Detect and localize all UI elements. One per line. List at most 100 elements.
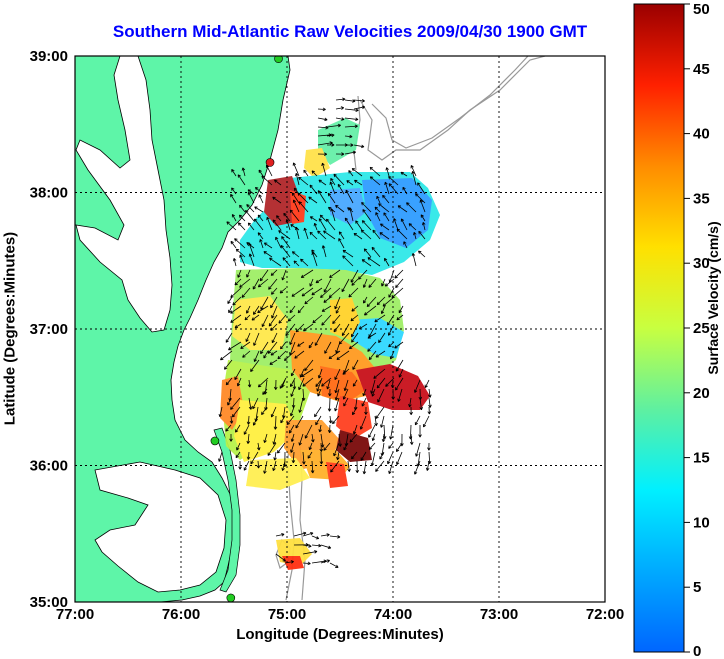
velocity-arrow xyxy=(375,212,381,222)
velocity-arrow xyxy=(248,253,255,267)
velocity-arrow xyxy=(410,165,417,177)
velocity-arrow xyxy=(326,143,335,147)
colorbar-tick-label: 30 xyxy=(693,255,710,272)
velocity-arrow xyxy=(409,433,414,445)
velocity-arrow xyxy=(280,245,291,258)
velocity-arrow xyxy=(319,442,324,452)
velocity-arrow xyxy=(247,379,252,388)
velocity-arrow xyxy=(342,249,354,258)
velocity-arrow xyxy=(361,259,372,267)
velocity-arrow xyxy=(321,162,327,177)
velocity-arrow xyxy=(285,323,296,337)
velocity-arrow xyxy=(259,239,264,249)
velocity-arrow xyxy=(317,230,327,240)
velocity-arrow xyxy=(355,460,360,474)
velocity-arrow xyxy=(225,332,233,343)
x-tick-label: 72:00 xyxy=(586,606,624,623)
velocity-arrow xyxy=(257,214,264,222)
velocity-arrow xyxy=(298,201,309,213)
velocity-arrow xyxy=(291,192,300,204)
velocity-arrow xyxy=(230,240,237,249)
velocity-arrow xyxy=(385,377,395,387)
velocity-arrow xyxy=(253,350,260,362)
velocity-arrow xyxy=(385,167,390,177)
velocity-arrow xyxy=(234,323,242,329)
velocity-arrow xyxy=(256,442,261,451)
velocity-arrow xyxy=(317,117,328,122)
velocity-arrow xyxy=(420,214,426,222)
grid-lines xyxy=(75,56,605,602)
velocity-arrow xyxy=(298,397,304,413)
velocity-arrow xyxy=(246,433,251,444)
velocity-arrow xyxy=(395,359,404,372)
station-marker xyxy=(265,158,275,167)
velocity-arrow xyxy=(260,341,269,355)
velocity-arrow xyxy=(240,341,251,349)
velocity-arrow xyxy=(276,215,282,222)
velocity-arrow xyxy=(231,406,241,418)
velocity-arrow xyxy=(369,166,381,177)
chart-title: Southern Mid-Atlantic Raw Velocities 200… xyxy=(112,22,588,41)
velocity-arrow xyxy=(277,350,287,360)
velocity-arrow xyxy=(302,544,312,548)
velocity-arrow xyxy=(381,433,386,443)
velocity-arrow xyxy=(332,415,340,425)
velocity-arrow xyxy=(225,377,233,386)
velocity-arrow xyxy=(350,314,359,322)
velocity-arrow xyxy=(303,323,314,332)
velocity-arrow xyxy=(245,305,251,314)
velocity-arrow xyxy=(361,201,372,213)
velocity-arrow xyxy=(218,451,223,462)
velocity-arrow xyxy=(353,232,363,240)
velocity-arrow xyxy=(354,179,363,186)
velocity-arrow xyxy=(297,341,305,347)
velocity-arrow xyxy=(225,424,232,432)
velocity-arrow xyxy=(318,179,327,186)
station-marker xyxy=(274,56,283,64)
velocity-arrow xyxy=(349,433,358,443)
velocity-arrow xyxy=(317,190,327,204)
velocity-arrow xyxy=(262,388,268,395)
velocity-arrow xyxy=(272,196,282,204)
velocity-arrow xyxy=(415,442,421,457)
velocity-arrow xyxy=(230,305,242,314)
velocity-arrow xyxy=(277,442,286,454)
velocity-arrow xyxy=(352,424,358,435)
velocity-arrow xyxy=(229,433,233,442)
velocity-arrow xyxy=(309,216,318,222)
velocity-arrow xyxy=(424,379,430,389)
velocity-arrow xyxy=(342,255,354,267)
velocity-arrow xyxy=(333,323,341,333)
velocity-arrow xyxy=(367,257,381,267)
velocity-arrow xyxy=(418,230,426,240)
velocity-vectors xyxy=(218,97,432,568)
velocity-arrow xyxy=(344,134,353,139)
velocity-arrow xyxy=(304,424,313,439)
velocity-arrow xyxy=(310,460,315,474)
velocity-arrow xyxy=(284,350,296,362)
velocity-arrow xyxy=(397,388,403,402)
velocity-arrow xyxy=(394,341,404,349)
velocity-arrow xyxy=(287,314,296,322)
velocity-arrow xyxy=(290,442,295,453)
velocity-arrow xyxy=(325,218,336,231)
velocity-arrow xyxy=(368,424,376,438)
velocity-arrow xyxy=(257,305,269,314)
velocity-arrow xyxy=(334,296,341,310)
velocity-arrow xyxy=(312,314,323,324)
velocity-arrow xyxy=(396,228,408,240)
velocity-arrow xyxy=(235,424,241,433)
velocity-arrow xyxy=(247,189,255,195)
velocity-arrow xyxy=(311,543,322,548)
velocity-arrow xyxy=(272,219,282,231)
velocity-arrow xyxy=(252,397,259,410)
velocity-arrow xyxy=(363,248,372,258)
velocity-arrow xyxy=(395,442,403,452)
velocity-arrow xyxy=(243,424,250,435)
velocity-arrow xyxy=(348,287,359,298)
velocity-arrow xyxy=(371,246,381,258)
velocity-arrow xyxy=(368,278,377,288)
velocity-arrow xyxy=(327,397,332,412)
velocity-arrow xyxy=(413,460,421,475)
